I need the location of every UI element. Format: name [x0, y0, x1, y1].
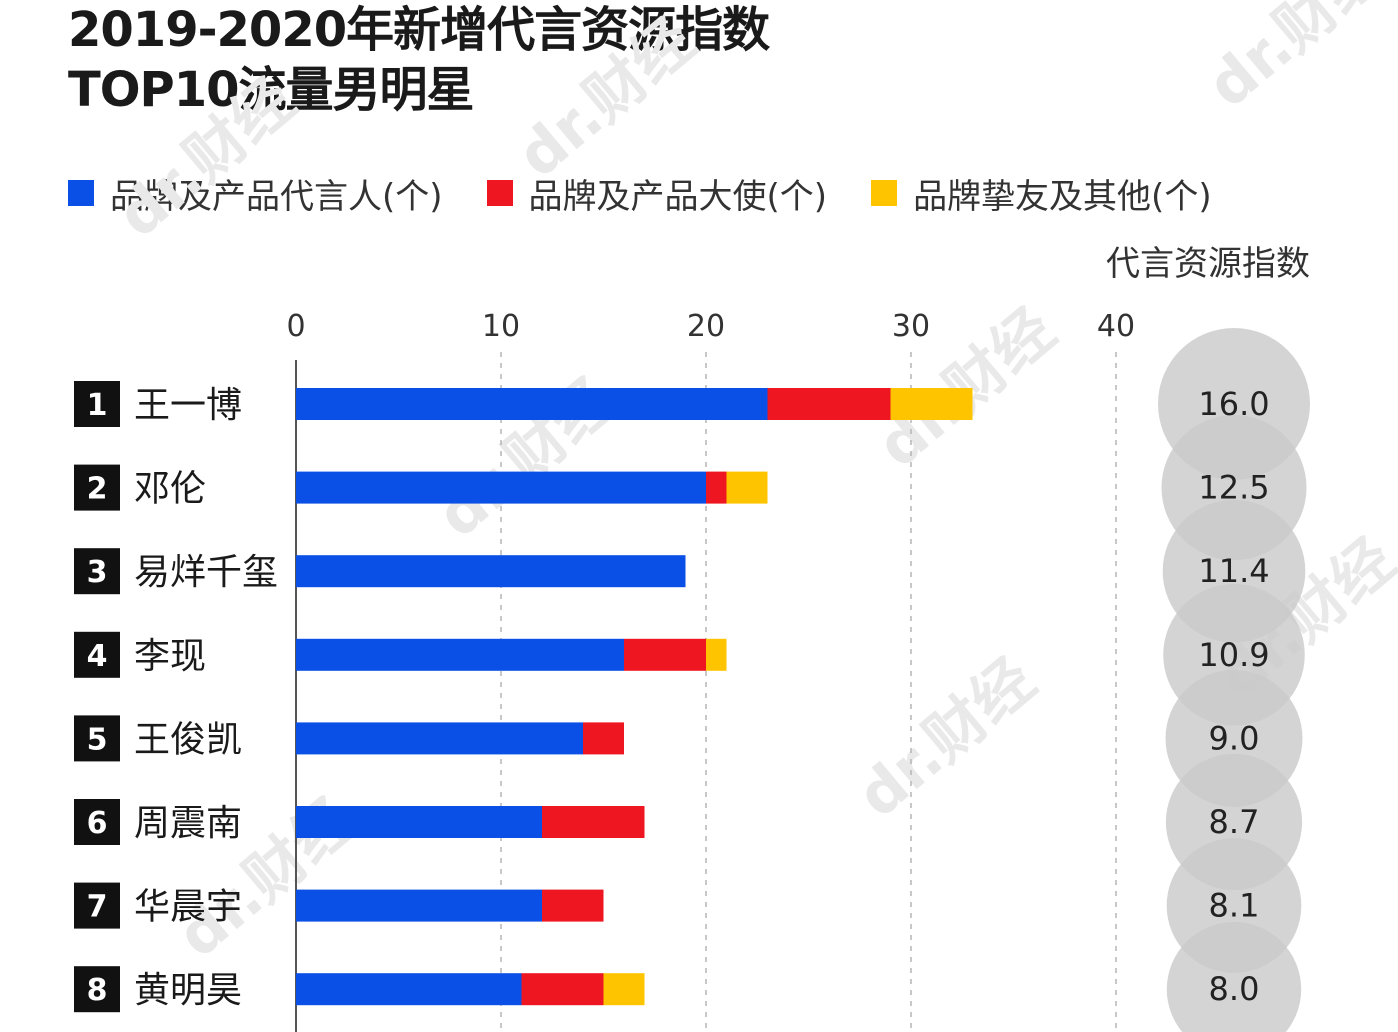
legend-label-endorser: 品牌及产品代言人(个)	[110, 176, 443, 217]
bar-segment-5-s1	[583, 722, 624, 755]
rank-number-3: 3	[87, 555, 108, 590]
bar-segment-8-s1	[521, 973, 604, 1006]
watermark-1: dr.财经	[505, 5, 708, 192]
rank-badge-4	[74, 631, 120, 678]
rank-badge-2	[74, 464, 120, 511]
bar-segment-3-s0	[296, 555, 686, 588]
rank-number-2: 2	[87, 472, 108, 507]
x-tick-label-0: 0	[286, 309, 305, 344]
bar-segment-4-s2	[706, 638, 727, 671]
bar-segment-7-s1	[542, 889, 604, 922]
celebrity-name-6: 周震南	[134, 803, 242, 844]
bar-segment-4-s0	[296, 638, 624, 671]
rank-badge-3	[74, 548, 120, 595]
chart-legend: 品牌及产品代言人(个) 品牌及产品大使(个) 品牌挚友及其他(个)	[68, 169, 1256, 218]
rank-number-6: 6	[87, 806, 108, 841]
legend-swatch-ambassador	[486, 180, 513, 206]
bar-segment-2-s1	[706, 471, 727, 504]
rank-number-7: 7	[87, 890, 108, 925]
watermark-4: dr.财经	[845, 645, 1048, 832]
bar-segment-4-s1	[624, 638, 706, 671]
rank-number-4: 4	[87, 639, 108, 674]
rank-badge-5	[74, 715, 120, 762]
x-tick-label-4: 40	[1097, 309, 1135, 344]
celebrity-name-8: 黄明昊	[134, 970, 242, 1011]
index-value-7: 8.1	[1209, 887, 1260, 925]
rank-badge-7	[74, 882, 120, 929]
bar-segment-8-s0	[296, 973, 522, 1006]
watermark-0: dr.财经	[105, 65, 308, 252]
chart-title-line2: TOP10流量男明星	[68, 62, 475, 118]
bar-segment-1-s1	[767, 388, 891, 420]
bar-segment-5-s0	[296, 722, 583, 755]
chart-title-line1: 2019-2020年新增代言资源指数	[68, 2, 770, 58]
index-value-4: 10.9	[1198, 636, 1269, 674]
bar-segment-8-s2	[603, 973, 645, 1006]
bar-segment-6-s1	[542, 806, 645, 838]
index-value-5: 9.0	[1209, 719, 1260, 757]
watermark-3: dr.财经	[1195, 0, 1398, 121]
legend-item-endorser: 品牌及产品代言人(个)	[68, 169, 443, 218]
celebrity-name-5: 王俊凯	[134, 719, 242, 760]
index-value-8: 8.0	[1209, 970, 1260, 1008]
rank-number-8: 8	[87, 973, 108, 1008]
celebrity-name-1: 王一博	[134, 385, 242, 426]
bar-segment-1-s0	[296, 388, 768, 420]
x-tick-label-2: 20	[687, 309, 725, 344]
index-bubble-8	[1166, 922, 1302, 1032]
index-value-3: 11.4	[1198, 552, 1269, 590]
rank-badge-6	[74, 799, 120, 845]
rank-badge-1	[74, 381, 120, 427]
bar-segment-7-s0	[296, 889, 542, 922]
x-tick-label-1: 10	[482, 309, 520, 344]
bar-segment-6-s0	[296, 806, 542, 838]
legend-label-ambassador: 品牌及产品大使(个)	[528, 176, 828, 217]
legend-item-ambassador: 品牌及产品大使(个)	[486, 169, 828, 218]
rank-number-1: 1	[87, 388, 108, 423]
celebrity-name-4: 李现	[134, 636, 206, 677]
x-tick-label-3: 30	[892, 309, 930, 344]
legend-label-friend: 品牌挚友及其他(个)	[913, 176, 1212, 217]
legend-swatch-endorser	[68, 180, 94, 206]
index-value-6: 8.7	[1209, 803, 1260, 841]
celebrity-name-7: 华晨宇	[134, 887, 242, 928]
rank-badge-8	[74, 966, 120, 1013]
bar-segment-2-s2	[726, 471, 768, 504]
bar-segment-1-s2	[890, 388, 973, 420]
rank-number-5: 5	[87, 722, 108, 757]
celebrity-name-2: 邓伦	[134, 469, 206, 510]
bar-segment-2-s0	[296, 471, 706, 504]
index-column-header: 代言资源指数	[1106, 244, 1310, 284]
legend-swatch-friend	[871, 180, 898, 206]
legend-item-friend: 品牌挚友及其他(个)	[871, 169, 1212, 218]
celebrity-name-3: 易烊千玺	[134, 552, 278, 593]
